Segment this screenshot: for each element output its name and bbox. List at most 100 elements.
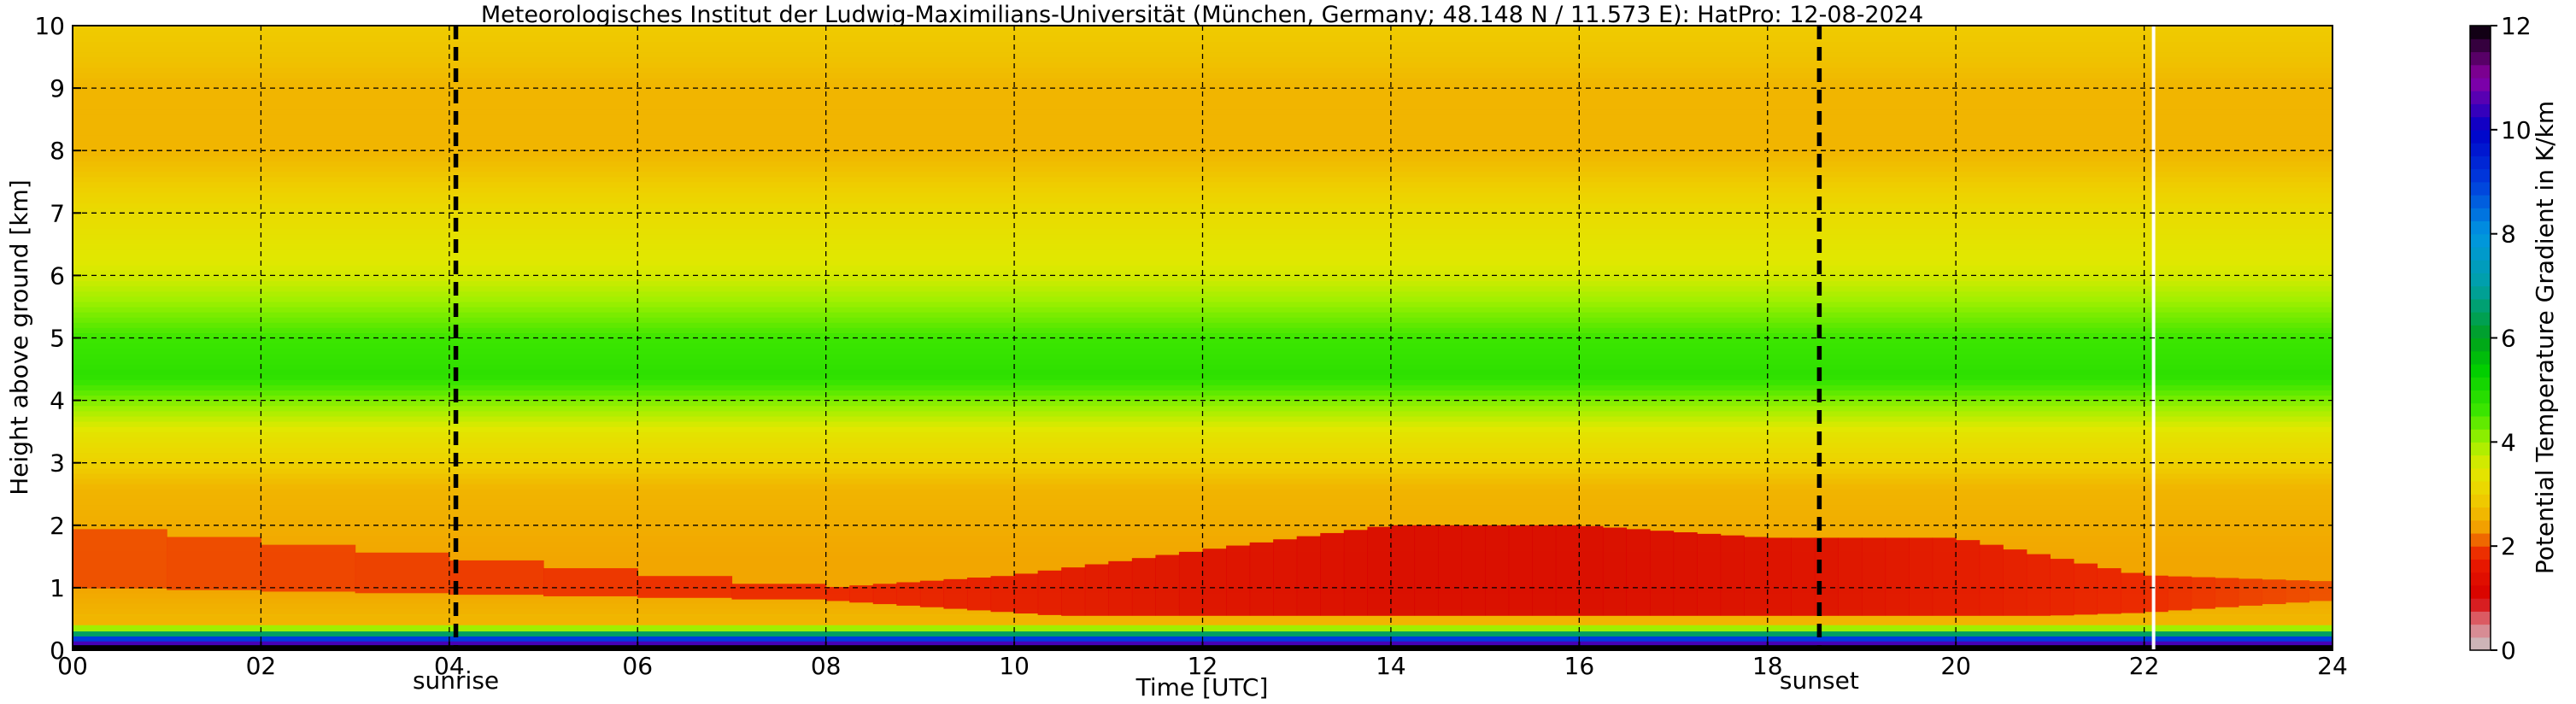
red-layer-cell	[1532, 525, 1557, 625]
red-layer-cell	[1226, 545, 1251, 625]
colorbar-segment	[2470, 467, 2491, 482]
red-layer-cell	[1697, 533, 1722, 625]
colorbar-segment	[2470, 64, 2491, 79]
profile-band	[73, 395, 2332, 402]
red-layer-cell	[1296, 536, 1321, 625]
red-layer-cell	[2168, 576, 2192, 611]
red-layer-cell	[825, 586, 850, 601]
colorbar-segment	[2470, 559, 2491, 573]
chart-title: Meteorologisches Institut der Ludwig-Max…	[481, 2, 1923, 28]
x-tick-label: 12	[1188, 652, 1218, 680]
red-layer-cell	[2191, 577, 2215, 609]
colorbar-segment	[2470, 298, 2491, 313]
colorbar-tick-label: 10	[2501, 116, 2532, 144]
red-layer-cell	[1508, 525, 1533, 625]
profile-band	[73, 114, 2332, 120]
red-layer-cell	[896, 582, 921, 606]
red-layer-cell	[2285, 580, 2310, 603]
profile-band	[73, 41, 2332, 47]
red-layer-cell	[2073, 563, 2098, 615]
x-tick-label: 06	[622, 652, 653, 680]
colorbar-tick-label: 12	[2501, 12, 2532, 40]
red-layer-cell	[1037, 570, 1062, 615]
profile-band	[73, 208, 2332, 214]
colorbar-segment	[2470, 442, 2491, 456]
colorbar-segment	[2470, 181, 2491, 196]
event-label-sunset: sunset	[1780, 666, 1859, 695]
colorbar-segment	[2470, 337, 2491, 352]
red-layer-cell	[1579, 525, 1604, 625]
red-layer-cell	[1014, 573, 1039, 614]
colorbar-label: Potential Temperature Gradient in K/km	[2531, 101, 2559, 574]
x-axis-label: Time [UTC]	[1135, 673, 1269, 701]
colorbar-segment	[2470, 155, 2491, 170]
red-layer-cell	[1956, 540, 1980, 619]
red-layer-cell	[2097, 568, 2121, 614]
profile-band	[73, 322, 2332, 328]
colorbar-segment	[2470, 220, 2491, 235]
profile-band	[73, 255, 2332, 261]
profile-band	[73, 452, 2332, 459]
red-layer-cell	[1485, 525, 1510, 625]
y-tick-label: 5	[50, 325, 65, 353]
colorbar-segment	[2470, 208, 2491, 222]
profile-band	[73, 124, 2332, 131]
colorbar-segment	[2470, 77, 2491, 91]
profile-band	[73, 462, 2332, 469]
y-tick-label: 7	[50, 199, 65, 227]
profile-band	[73, 348, 2332, 355]
colorbar-segment	[2470, 194, 2491, 208]
red-layer-cell	[872, 584, 897, 605]
red-layer-cell	[2215, 578, 2239, 607]
profile-band	[73, 426, 2332, 432]
profile-band	[73, 379, 2332, 385]
profile-band	[73, 77, 2332, 84]
event-label-sunrise: sunrise	[413, 666, 499, 695]
profile-band	[73, 171, 2332, 178]
colorbar-segment	[2470, 363, 2491, 378]
x-tick-label: 04	[434, 652, 465, 680]
colorbar-segment	[2470, 246, 2491, 261]
y-tick-label: 9	[50, 74, 65, 103]
profile-band	[73, 301, 2332, 308]
colorbar-segment	[2470, 611, 2491, 625]
red-layer	[73, 525, 2332, 625]
colorbar-tick-label: 0	[2501, 637, 2516, 665]
red-layer-cell	[2144, 575, 2168, 613]
x-axis: 00 02 04 06 08 10 12 14 16 18 20 22 24	[57, 642, 2348, 680]
profile-band	[73, 358, 2332, 365]
colorbar-segment	[2470, 38, 2491, 53]
colorbar-segment	[2470, 507, 2491, 521]
profile-band	[73, 472, 2332, 479]
y-tick-label: 10	[34, 12, 65, 40]
red-layer-cell	[1649, 531, 1675, 625]
red-layer-cell	[1461, 525, 1486, 625]
red-layer-cell	[1155, 554, 1180, 624]
profile-band	[73, 218, 2332, 225]
x-tick-label: 10	[999, 652, 1030, 680]
profile-band	[73, 509, 2332, 516]
red-layer-cell	[1061, 567, 1086, 617]
red-layer-cell	[990, 576, 1015, 613]
colorbar-tick-label: 4	[2501, 428, 2516, 456]
profile-band	[73, 134, 2332, 141]
red-layer-cell	[637, 576, 733, 598]
red-layer-cell	[1767, 537, 1792, 625]
red-layer-cell	[1084, 564, 1109, 619]
profile-band	[73, 275, 2332, 282]
red-layer-cell	[2121, 572, 2145, 613]
y-tick-label: 2	[50, 512, 65, 540]
x-tick-label: 14	[1376, 652, 1406, 680]
red-layer-cell	[1202, 549, 1227, 625]
colorbar-segment	[2470, 103, 2491, 118]
profile-band	[73, 56, 2332, 63]
colorbar-segment	[2470, 546, 2491, 560]
red-layer-cell	[966, 578, 992, 611]
y-tick-label: 8	[50, 137, 65, 165]
red-layer-cell	[2238, 578, 2262, 606]
colorbar-segment	[2470, 390, 2491, 404]
red-layer-cell	[2262, 579, 2286, 605]
x-tick-label: 08	[811, 652, 842, 680]
profile-band	[73, 290, 2332, 297]
profile-band	[73, 442, 2332, 449]
